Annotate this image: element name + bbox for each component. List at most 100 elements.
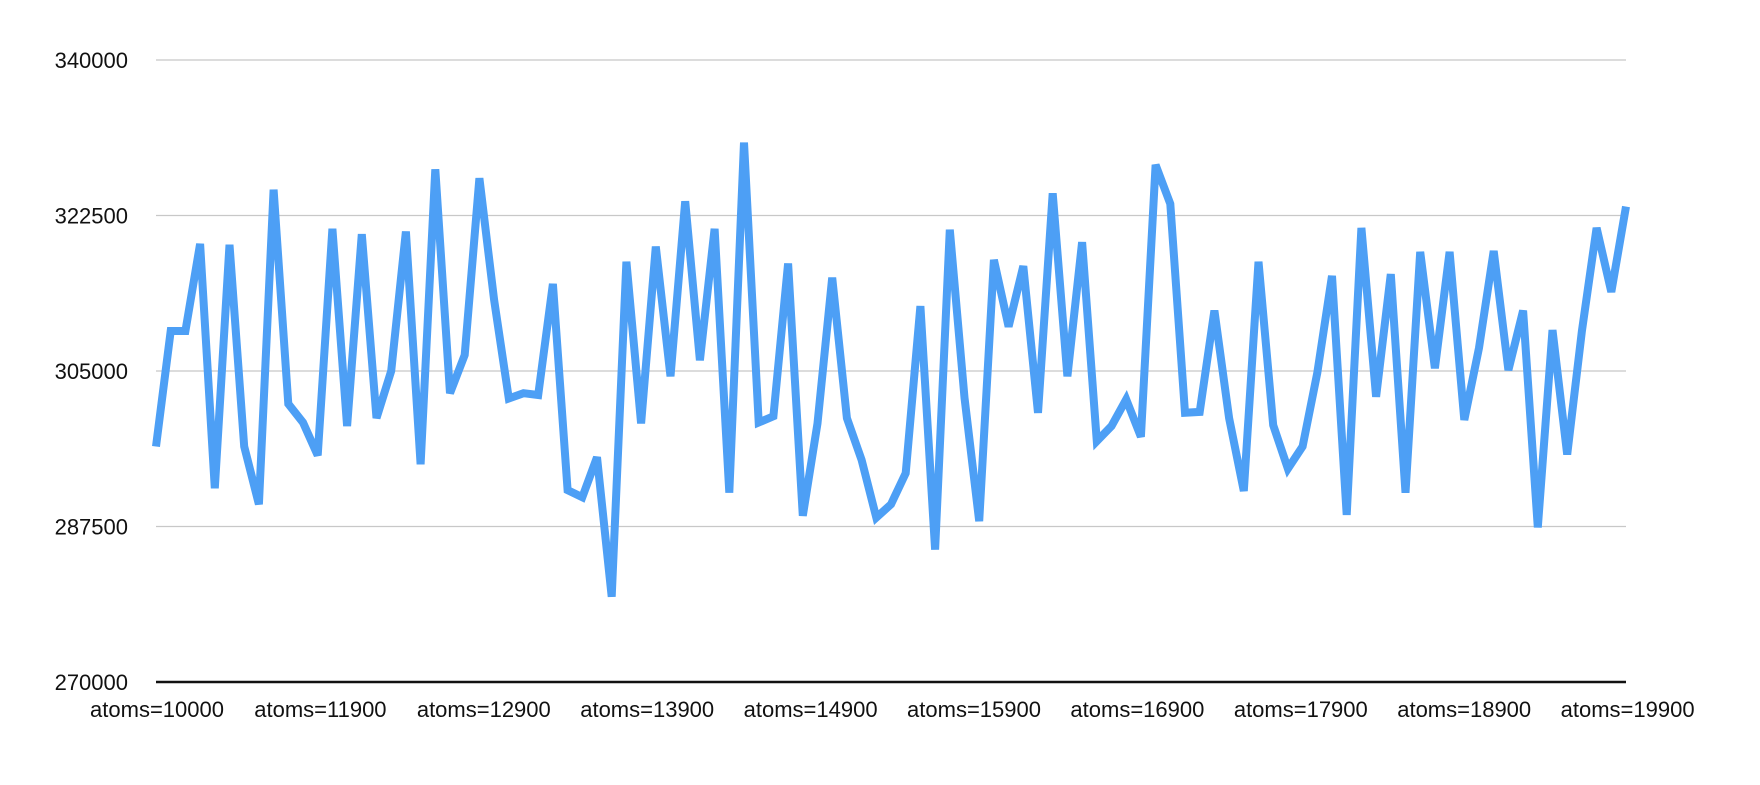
data-point	[1373, 394, 1379, 400]
data-point	[888, 501, 894, 507]
data-point	[1226, 415, 1232, 421]
data-point	[388, 368, 394, 374]
data-point	[932, 547, 938, 553]
data-point	[1167, 201, 1173, 207]
data-point	[1064, 373, 1070, 379]
data-point	[182, 328, 188, 334]
x-tick-label: atoms=18900	[1397, 697, 1531, 722]
data-point	[638, 420, 644, 426]
data-point	[300, 420, 306, 426]
series-line	[152, 142, 1630, 598]
data-point	[241, 444, 247, 450]
data-point	[1138, 434, 1144, 440]
y-tick-label: 287500	[55, 515, 128, 540]
data-point	[1403, 490, 1409, 496]
y-tick-label: 340000	[55, 48, 128, 73]
data-point	[1505, 367, 1511, 373]
x-tick-label: atoms=12900	[417, 697, 551, 722]
data-point	[315, 452, 321, 458]
data-point	[447, 390, 453, 396]
data-point	[197, 241, 203, 247]
data-point	[1314, 370, 1320, 376]
data-point	[1153, 162, 1159, 168]
x-tick-label: atoms=19900	[1561, 697, 1695, 722]
data-point	[1608, 289, 1614, 295]
data-point	[1020, 263, 1026, 269]
data-point	[1094, 438, 1100, 444]
data-point	[1329, 273, 1335, 279]
data-point	[609, 594, 615, 600]
data-point	[741, 140, 747, 146]
data-point	[1270, 422, 1276, 428]
data-point	[1417, 249, 1423, 255]
data-point	[1123, 396, 1129, 402]
data-point	[1564, 452, 1570, 458]
data-point	[859, 457, 865, 463]
data-point	[1432, 365, 1438, 371]
data-point	[917, 303, 923, 309]
data-point	[227, 242, 233, 248]
data-point	[153, 444, 159, 450]
data-point	[594, 454, 600, 460]
data-point	[991, 257, 997, 263]
data-point	[770, 413, 776, 419]
data-point	[521, 390, 527, 396]
data-point	[1006, 324, 1012, 330]
data-point	[285, 401, 291, 407]
data-point	[550, 281, 556, 287]
data-point	[403, 229, 409, 235]
data-point	[565, 487, 571, 493]
data-point	[726, 490, 732, 496]
data-point	[579, 494, 585, 500]
data-point	[506, 396, 512, 402]
data-point	[1079, 239, 1085, 245]
data-point	[1241, 488, 1247, 494]
data-point	[359, 231, 365, 237]
data-point	[1535, 524, 1541, 530]
data-point	[256, 501, 262, 507]
data-point	[653, 244, 659, 250]
data-point	[329, 226, 335, 232]
data-point	[491, 297, 497, 303]
data-point	[1550, 327, 1556, 333]
data-point	[962, 395, 968, 401]
x-tick-label: atoms=15900	[907, 697, 1041, 722]
data-point	[535, 392, 541, 398]
data-point	[976, 518, 982, 524]
data-point	[1344, 512, 1350, 518]
data-point	[1182, 410, 1188, 416]
y-axis-tick-labels: 340000 322500 305000 287500 270000	[55, 48, 128, 695]
data-point	[668, 373, 674, 379]
data-point	[1050, 190, 1056, 196]
y-tick-label: 270000	[55, 670, 128, 695]
data-point	[756, 420, 762, 426]
data-point	[1388, 271, 1394, 277]
x-tick-label: atoms=10000	[90, 697, 224, 722]
data-point	[418, 461, 424, 467]
data-point	[815, 420, 821, 426]
data-point	[1256, 259, 1262, 265]
data-point	[432, 166, 438, 172]
data-point	[682, 198, 688, 204]
data-point	[1491, 248, 1497, 254]
data-point	[903, 470, 909, 476]
data-point	[374, 415, 380, 421]
data-point	[785, 261, 791, 267]
data-point	[697, 357, 703, 363]
data-point	[212, 485, 218, 491]
data-point	[1211, 308, 1217, 314]
x-tick-label: atoms=17900	[1234, 697, 1368, 722]
data-point	[344, 423, 350, 429]
data-point	[1461, 417, 1467, 423]
data-point	[623, 259, 629, 265]
data-point	[1300, 444, 1306, 450]
data-point	[1109, 423, 1115, 429]
data-point	[829, 275, 835, 281]
x-tick-label: atoms=14900	[744, 697, 878, 722]
data-point	[800, 513, 806, 519]
data-point	[1197, 409, 1203, 415]
series-layer	[152, 140, 1630, 600]
data-point	[1447, 249, 1453, 255]
